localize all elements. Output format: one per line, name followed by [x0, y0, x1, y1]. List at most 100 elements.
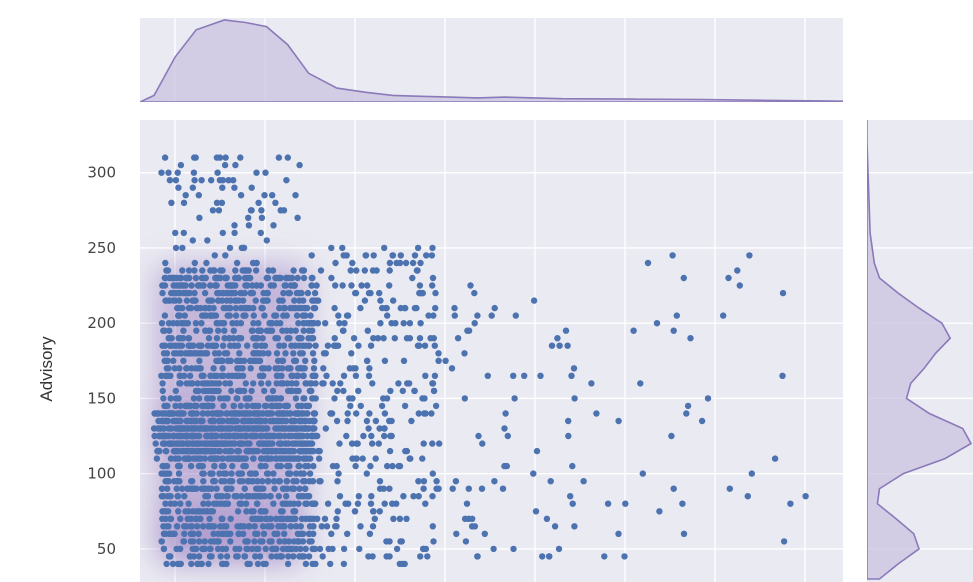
x-kde-curve [140, 19, 843, 102]
scatter-point [196, 214, 203, 221]
scatter-point [381, 425, 388, 432]
scatter-point [164, 485, 171, 492]
scatter-point [264, 289, 271, 297]
scatter-point [226, 312, 233, 319]
scatter-point [376, 289, 383, 297]
scatter-point [229, 462, 236, 470]
scatter-point [254, 447, 262, 455]
scatter-point [165, 410, 172, 417]
scatter-point [159, 493, 166, 500]
scatter-point [231, 184, 238, 191]
scatter-point [255, 320, 262, 327]
scatter-point [295, 500, 302, 507]
scatter-point [668, 432, 675, 440]
scatter-point [231, 222, 238, 229]
scatter-point [249, 515, 256, 522]
scatter-point [321, 515, 329, 522]
scatter-point [241, 387, 248, 395]
scatter-point [257, 282, 265, 289]
scatter-point [312, 500, 319, 507]
scatter-point [386, 485, 393, 492]
scatter-point [322, 425, 329, 432]
scatter-point [359, 455, 366, 462]
scatter-point [235, 447, 242, 455]
scatter-point [275, 493, 282, 500]
scatter-point [232, 304, 240, 312]
scatter-point [396, 259, 404, 267]
scatter-point [161, 154, 169, 161]
scatter-point [256, 410, 263, 417]
scatter-point [748, 470, 755, 477]
scatter-point [452, 478, 460, 485]
scatter-point [294, 432, 302, 440]
scatter-point [422, 372, 429, 379]
scatter-point [262, 462, 269, 470]
scatter-point [323, 372, 330, 379]
scatter-point [178, 485, 186, 492]
scatter-point [637, 380, 644, 387]
scatter-point [428, 410, 435, 417]
scatter-point [239, 297, 247, 304]
scatter-point [175, 184, 182, 191]
scatter-point [286, 289, 293, 297]
scatter-point [386, 259, 394, 267]
scatter-point [293, 410, 301, 417]
scatter-point [207, 267, 214, 274]
scatter-point [185, 455, 193, 462]
scatter-point [163, 372, 170, 379]
scatter-point [406, 455, 413, 462]
scatter-point [250, 380, 257, 387]
scatter-points [150, 154, 809, 568]
scatter-point [644, 259, 652, 267]
scatter-point [780, 538, 788, 545]
scatter-point [166, 327, 173, 334]
scatter-point [203, 395, 211, 402]
scatter-point [217, 500, 224, 507]
scatter-point [548, 342, 556, 349]
scatter-point [316, 447, 323, 455]
scatter-point [377, 320, 384, 327]
scatter-point [205, 560, 212, 568]
scatter-point [237, 335, 245, 342]
scatter-point [273, 425, 280, 432]
scatter-point [333, 523, 340, 530]
scatter-point [488, 312, 495, 319]
scatter-point [260, 440, 268, 447]
scatter-point [331, 335, 338, 342]
scatter-point [532, 508, 540, 515]
scatter-point [279, 500, 286, 507]
scatter-point [344, 417, 351, 425]
scatter-point [347, 267, 354, 274]
scatter-point [325, 545, 332, 553]
scatter-point [298, 493, 305, 500]
scatter-point [232, 545, 239, 553]
scatter-point [375, 440, 382, 447]
scatter-point [311, 545, 318, 553]
scatter-point [151, 432, 158, 440]
scatter-point [370, 252, 377, 259]
scatter-point [185, 267, 193, 274]
scatter-point [280, 342, 288, 349]
scatter-point [236, 500, 243, 507]
scatter-point [207, 470, 214, 477]
scatter-point [369, 380, 376, 387]
scatter-point [255, 199, 262, 206]
scatter-point [205, 485, 212, 492]
scatter-point [255, 545, 262, 553]
scatter-point [279, 327, 286, 334]
scatter-point [214, 169, 221, 176]
scatter-point [180, 327, 187, 334]
scatter-point [294, 274, 301, 282]
scatter-point [175, 282, 183, 289]
scatter-point [233, 357, 241, 364]
scatter-point [243, 304, 251, 312]
scatter-point [255, 402, 262, 410]
scatter-point [378, 402, 386, 410]
scatter-point [168, 199, 175, 206]
scatter-point [237, 289, 244, 297]
scatter-point [284, 485, 291, 492]
scatter-point [268, 320, 276, 327]
scatter-point [176, 365, 183, 372]
scatter-point [339, 282, 346, 289]
